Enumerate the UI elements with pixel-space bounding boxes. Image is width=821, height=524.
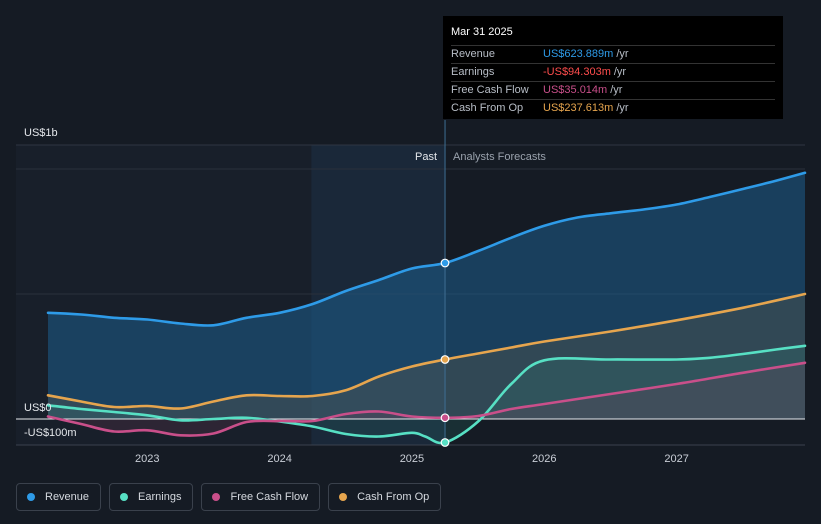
- tooltip-value: US$35.014m: [543, 84, 608, 96]
- legend-dot-icon: [212, 493, 221, 501]
- legend-label: Revenue: [45, 491, 90, 503]
- tooltip-label: Free Cash Flow: [451, 84, 529, 96]
- y-axis-label-top: US$1b: [24, 127, 58, 139]
- tooltip-label: Cash From Op: [451, 102, 524, 114]
- x-tick-label: 2027: [664, 453, 688, 465]
- forecast-label: Analysts Forecasts: [453, 151, 546, 163]
- y-axis-label-zero: US$0: [24, 402, 52, 414]
- tooltip-value: US$237.613m: [543, 102, 614, 114]
- series-area-cash-from-op: [48, 294, 805, 419]
- tooltip-unit: /yr: [610, 84, 623, 96]
- legend-dot-icon: [120, 493, 129, 501]
- tooltip-row-earnings: Earnings -US$94.303m /yr: [451, 63, 775, 81]
- x-tick-label: 2025: [400, 453, 424, 465]
- legend-label: Cash From Op: [357, 491, 430, 503]
- past-label: Past: [415, 151, 437, 163]
- tooltip-row-cash-from-op: Cash From Op US$237.613m /yr: [451, 99, 775, 117]
- series-line-cash-from-op: [46, 292, 807, 410]
- series-area-free-cash-flow: [48, 362, 805, 436]
- marker-revenue: [440, 258, 450, 268]
- tooltip-value: US$623.889m: [543, 48, 614, 60]
- tooltip-unit: /yr: [616, 48, 629, 60]
- hover-tooltip: Mar 31 2025 Revenue US$623.889m /yr Earn…: [443, 16, 783, 119]
- tooltip-date: Mar 31 2025: [451, 26, 513, 38]
- series-area-revenue: [48, 172, 805, 419]
- legend-label: Free Cash Flow: [230, 491, 309, 503]
- marker-earnings: [440, 438, 450, 447]
- legend-item-revenue[interactable]: Revenue: [16, 483, 102, 511]
- tooltip-unit: /yr: [616, 102, 629, 114]
- tooltip-unit: /yr: [613, 66, 627, 78]
- series-line-earnings: [46, 344, 807, 445]
- legend-dot-icon: [27, 493, 35, 501]
- legend-dot-icon: [339, 493, 348, 501]
- marker-free-cash-flow: [440, 413, 450, 423]
- x-tick-label: 2024: [267, 453, 291, 465]
- legend-item-earnings[interactable]: Earnings: [109, 483, 194, 511]
- legend-label: Earnings: [138, 491, 182, 503]
- tooltip-label: Earnings: [451, 66, 495, 78]
- x-tick-label: 2026: [532, 453, 556, 465]
- chart-legend: Revenue Earnings Free Cash Flow Cash Fro…: [16, 483, 442, 511]
- legend-item-free-cash-flow[interactable]: Free Cash Flow: [201, 483, 321, 511]
- tooltip-row-free-cash-flow: Free Cash Flow US$35.014m /yr: [451, 81, 775, 99]
- tooltip-value: -US$94.303m: [543, 66, 611, 78]
- marker-cash-from-op: [440, 355, 450, 364]
- y-axis-label-bottom: -US$100m: [24, 427, 77, 439]
- series-line-revenue: [46, 171, 807, 327]
- series-line-free-cash-flow: [46, 361, 807, 437]
- x-tick-label: 2023: [135, 453, 159, 465]
- legend-item-cash-from-op[interactable]: Cash From Op: [328, 483, 442, 511]
- tooltip-label: Revenue: [451, 48, 496, 60]
- tooltip-row-revenue: Revenue US$623.889m /yr: [451, 45, 775, 63]
- financials-chart: US$1b US$0 -US$100m Past Analysts Forecasts 2…: [16, 120, 807, 465]
